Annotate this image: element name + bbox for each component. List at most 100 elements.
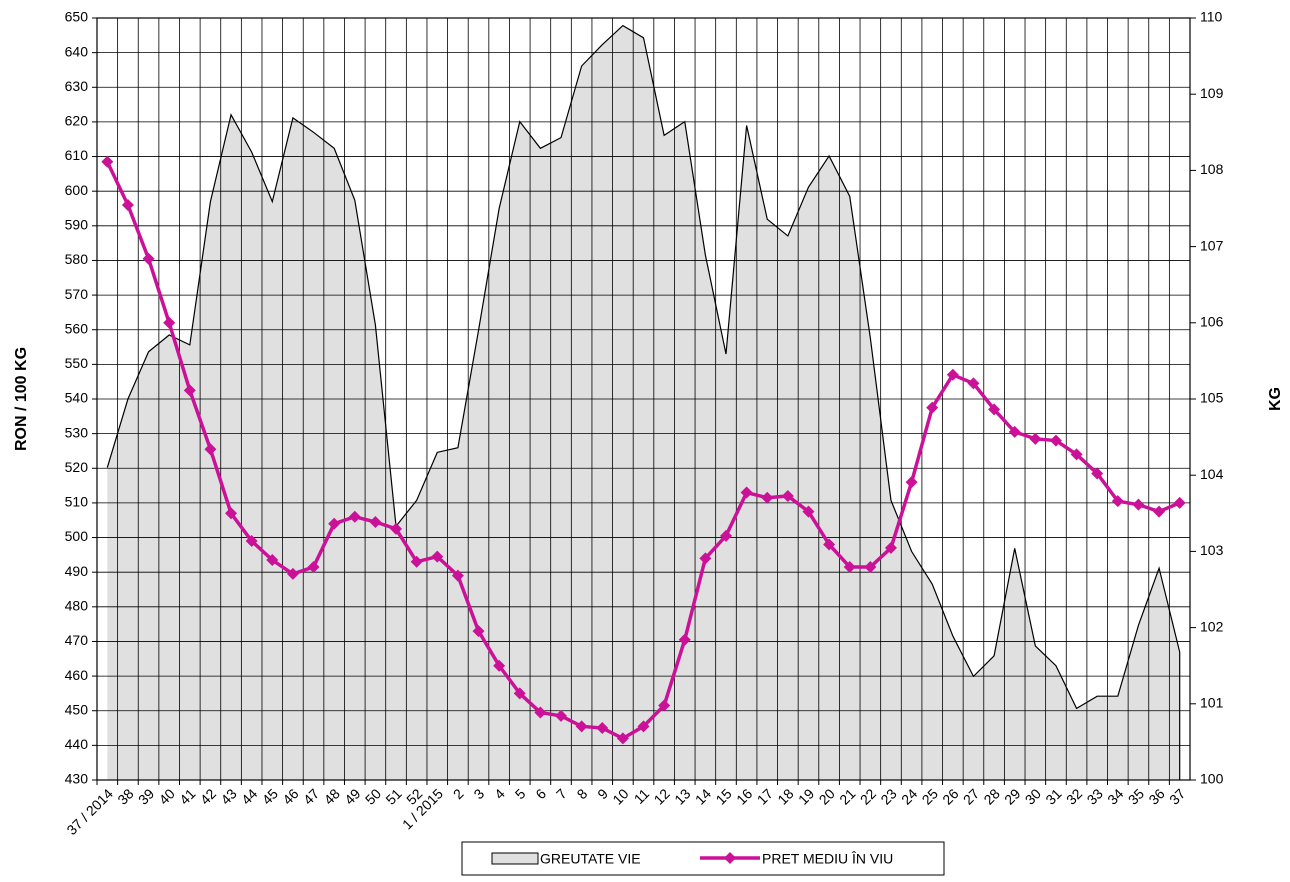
y2-tick-label: 107 [1200, 237, 1224, 253]
y2-tick-label: 104 [1200, 466, 1224, 482]
y-tick-label: 460 [65, 667, 89, 683]
marker [596, 722, 609, 735]
y2-tick-label: 106 [1200, 314, 1224, 330]
marker [658, 699, 671, 712]
marker [1008, 425, 1021, 438]
marker [905, 476, 918, 489]
marker [678, 633, 691, 646]
x-tick-label: 37 / 2014 [63, 785, 116, 838]
marker [761, 491, 774, 504]
x-tick-label: 45 [259, 785, 281, 807]
x-tick-label: 26 [939, 785, 961, 807]
marker [534, 706, 547, 719]
x-tick-label: 27 [960, 785, 982, 807]
marker [637, 720, 650, 733]
marker [472, 625, 485, 638]
marker [926, 401, 939, 414]
marker [719, 529, 732, 542]
marker [1132, 498, 1145, 511]
marker [451, 569, 464, 582]
y-tick-label: 440 [65, 736, 89, 752]
marker [946, 368, 959, 381]
y2-tick-label: 108 [1200, 161, 1224, 177]
x-tick-label: 22 [857, 785, 879, 807]
y2-tick-label: 101 [1200, 695, 1224, 711]
y2-tick-label: 102 [1200, 618, 1224, 634]
area-fill [107, 25, 1180, 781]
x-tick-label: 24 [898, 785, 920, 807]
x-tick-label: 12 [651, 785, 673, 807]
x-tick-label: 16 [733, 785, 755, 807]
x-tick-label: 41 [176, 785, 198, 807]
y-tick-label: 470 [65, 632, 89, 648]
x-tick-label: 20 [816, 785, 838, 807]
x-tick-label: 36 [1145, 785, 1167, 807]
marker [884, 541, 897, 554]
y-tick-label: 630 [65, 78, 89, 94]
x-tick-label: 5 [512, 785, 529, 802]
marker [390, 522, 403, 535]
x-tick-label: 18 [774, 785, 796, 807]
x-tick-label: 44 [238, 785, 260, 807]
y-tick-label: 530 [65, 424, 89, 440]
y2-axis-title: KG [1267, 387, 1284, 411]
marker [183, 384, 196, 397]
marker [1070, 448, 1083, 461]
x-tick-label: 35 [1125, 785, 1147, 807]
legend-marker [724, 852, 736, 864]
y-tick-label: 650 [65, 9, 89, 25]
x-tick-label: 39 [135, 785, 157, 807]
marker [1029, 432, 1042, 445]
marker [225, 507, 238, 520]
marker [555, 709, 568, 722]
x-tick-label: 8 [574, 785, 591, 802]
y-tick-label: 640 [65, 43, 89, 59]
legend-label: PRET MEDIU ÎN VIU [762, 851, 893, 867]
marker [307, 560, 320, 573]
marker [988, 403, 1001, 416]
x-tick-label: 11 [631, 785, 653, 807]
x-tick-label: 10 [609, 785, 631, 807]
x-tick-label: 3 [470, 785, 487, 802]
y2-tick-label: 103 [1200, 542, 1224, 558]
marker [163, 316, 176, 329]
marker [864, 560, 877, 573]
y-tick-label: 620 [65, 113, 89, 129]
marker [843, 560, 856, 573]
x-tick-label: 47 [300, 785, 322, 807]
y-tick-label: 450 [65, 701, 89, 717]
marker [967, 377, 980, 390]
y2-tick-label: 105 [1200, 390, 1224, 406]
y-tick-label: 500 [65, 528, 89, 544]
x-tick-label: 40 [156, 785, 178, 807]
marker [369, 515, 382, 528]
x-tick-label: 30 [1022, 785, 1044, 807]
x-tick-label: 34 [1104, 785, 1126, 807]
x-tick-label: 17 [754, 785, 776, 807]
marker [575, 720, 588, 733]
legend-swatch [491, 852, 539, 865]
marker [348, 510, 361, 523]
marker [823, 538, 836, 551]
x-tick-label: 42 [197, 785, 219, 807]
x-tick-label: 38 [114, 785, 136, 807]
x-tick-label: 13 [671, 785, 693, 807]
marker [1173, 496, 1186, 509]
x-tick-label: 37 [1166, 785, 1188, 807]
x-tick-label: 7 [553, 785, 570, 802]
y2-tick-label: 109 [1200, 85, 1224, 101]
x-tick-label: 6 [532, 785, 549, 802]
marker [781, 489, 794, 502]
x-tick-label: 51 [382, 785, 404, 807]
marker [513, 687, 526, 700]
marker [410, 555, 423, 568]
y-tick-label: 610 [65, 147, 89, 163]
y-tick-label: 550 [65, 355, 89, 371]
y-tick-label: 430 [65, 771, 89, 787]
marker [1049, 434, 1062, 447]
x-tick-label: 49 [341, 785, 363, 807]
x-tick-label: 33 [1084, 785, 1106, 807]
x-tick-label: 32 [1063, 785, 1085, 807]
x-tick-label: 2 [450, 785, 467, 802]
